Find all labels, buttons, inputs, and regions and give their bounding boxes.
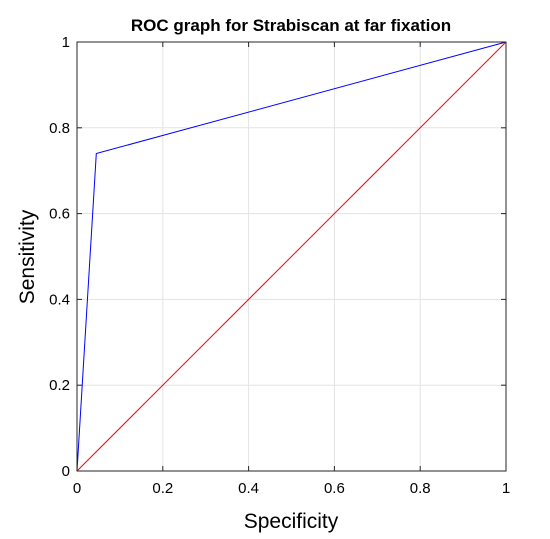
x-tick-label: 0.2 (152, 480, 173, 497)
x-tick-label: 0.6 (324, 480, 345, 497)
y-tick-label: 1 (62, 34, 70, 51)
x-tick-label: 0 (73, 480, 81, 497)
plot-frame (76, 41, 507, 472)
x-tick-label: 0.8 (410, 480, 431, 497)
y-axis-label: Sensitivity (16, 209, 39, 304)
y-tick-label: 0.8 (49, 120, 70, 137)
y-tick-label: 0.4 (49, 291, 70, 308)
x-tick-label: 0.4 (238, 480, 259, 497)
y-tick-label: 0.2 (49, 377, 70, 394)
chart-title: ROC graph for Strabiscan at far fixation (131, 16, 451, 35)
x-axis-label: Specificity (244, 510, 339, 533)
grid (77, 42, 506, 471)
reference-diagonal-line (76, 41, 507, 472)
y-tick-label: 0.6 (49, 206, 70, 223)
ticks: 0 0.2 0.4 0.6 0.8 1 0 0.2 0.4 0.6 0.8 1 (49, 34, 510, 497)
roc-curve-line (76, 41, 507, 472)
series-layer (76, 41, 507, 472)
x-tick-label: 1 (502, 480, 510, 497)
y-tick-label: 0 (62, 463, 70, 480)
